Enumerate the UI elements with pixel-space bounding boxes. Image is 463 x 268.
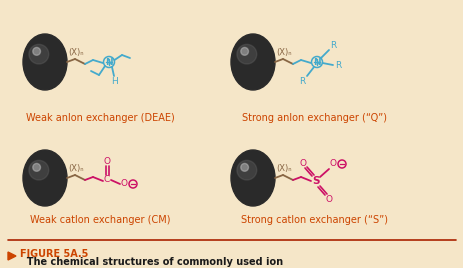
- Text: The chemical structures of commonly used ion
exchange media.: The chemical structures of commonly used…: [20, 257, 282, 268]
- Text: (X)ₙ: (X)ₙ: [275, 165, 291, 173]
- Ellipse shape: [29, 160, 49, 180]
- Text: O: O: [104, 157, 111, 166]
- Ellipse shape: [237, 44, 256, 64]
- Text: (X)ₙ: (X)ₙ: [275, 49, 291, 58]
- Text: O: O: [299, 158, 306, 168]
- Ellipse shape: [23, 150, 67, 206]
- Ellipse shape: [23, 34, 67, 90]
- Text: O: O: [325, 195, 332, 203]
- Ellipse shape: [237, 160, 256, 180]
- Text: N: N: [313, 58, 320, 67]
- Text: H: H: [112, 76, 118, 85]
- Text: Strong anlon exchanger (“Q”): Strong anlon exchanger (“Q”): [242, 113, 387, 123]
- Text: Strong catlon exchanger (“S”): Strong catlon exchanger (“S”): [241, 215, 388, 225]
- Ellipse shape: [231, 150, 275, 206]
- Text: R: R: [298, 76, 305, 85]
- Ellipse shape: [240, 47, 248, 55]
- Text: O: O: [120, 180, 127, 188]
- Text: S: S: [312, 176, 319, 186]
- Ellipse shape: [33, 47, 40, 55]
- Text: O: O: [329, 159, 336, 169]
- Polygon shape: [8, 252, 16, 260]
- Text: FIGURE 5A.5: FIGURE 5A.5: [20, 249, 88, 259]
- Text: R: R: [329, 42, 335, 50]
- Ellipse shape: [29, 44, 49, 64]
- Ellipse shape: [231, 34, 275, 90]
- Text: Weak anlon exchanger (DEAE): Weak anlon exchanger (DEAE): [25, 113, 174, 123]
- Text: C: C: [104, 174, 110, 184]
- Text: (X)ₙ: (X)ₙ: [68, 49, 84, 58]
- Text: R: R: [334, 61, 340, 69]
- Text: Weak catlon exchanger (CM): Weak catlon exchanger (CM): [30, 215, 170, 225]
- Text: (X)ₙ: (X)ₙ: [68, 165, 84, 173]
- Ellipse shape: [33, 163, 40, 171]
- Ellipse shape: [240, 163, 248, 171]
- Text: N: N: [105, 58, 113, 67]
